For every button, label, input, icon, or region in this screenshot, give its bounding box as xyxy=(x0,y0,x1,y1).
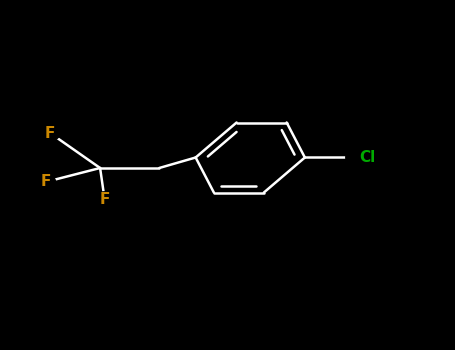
Text: F: F xyxy=(45,126,55,140)
Circle shape xyxy=(40,125,60,141)
Text: F: F xyxy=(40,175,51,189)
Text: F: F xyxy=(100,192,110,207)
Text: Cl: Cl xyxy=(359,150,376,165)
Circle shape xyxy=(346,147,373,168)
Circle shape xyxy=(35,174,56,190)
Circle shape xyxy=(95,192,115,207)
